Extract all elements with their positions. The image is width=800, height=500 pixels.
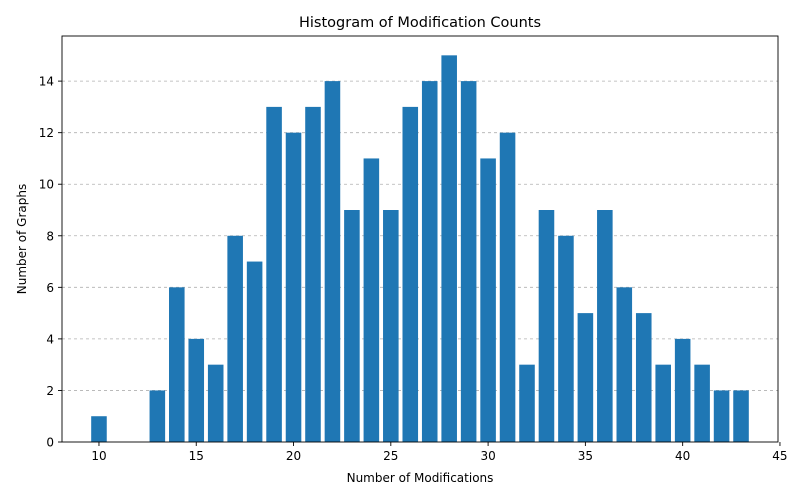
histogram-bar [655,364,671,442]
histogram-bar [499,132,516,442]
histogram-bar [733,390,749,442]
histogram-bar [460,81,477,442]
axes [61,35,779,443]
bars [91,55,749,442]
x-tick-label: 30 [480,449,495,463]
histogram-bar [597,210,613,442]
histogram-bar [402,106,419,442]
histogram-bar [285,132,302,442]
x-axis-label: Number of Modifications [347,471,494,485]
histogram-bar [635,313,652,442]
y-tick-label: 6 [46,281,54,295]
chart-title: Histogram of Modification Counts [299,15,541,31]
y-tick-label: 12 [39,126,54,140]
x-tick-label: 20 [286,449,301,463]
y-tick-label: 8 [46,229,54,243]
histogram-bar [91,416,107,442]
histogram-bar [383,210,399,442]
histogram-bar [169,287,185,442]
histogram-bar [246,261,263,442]
histogram-bar [538,210,555,442]
histogram-bar [421,81,438,442]
histogram-bar [616,287,633,442]
histogram-bar [480,158,496,442]
x-tick-label: 45 [772,449,787,463]
histogram-bar [149,390,166,442]
plot-frame [61,35,779,443]
x-tick-label: 35 [578,449,593,463]
histogram-bar [207,364,224,442]
x-axis-ticks: 10 15 20 25 30 35 40 45 [91,442,788,463]
histogram-bar [519,364,535,442]
y-tick-label: 2 [46,384,54,398]
histogram-bar [577,313,594,442]
y-tick-label: 0 [46,436,54,450]
y-tick-label: 4 [46,332,54,346]
histogram-bar [227,235,243,442]
x-tick-label: 10 [91,449,106,463]
histogram-bar [674,338,691,442]
x-tick-label: 40 [675,449,690,463]
histogram-bar [694,364,710,442]
x-tick-label: 15 [189,449,204,463]
histogram-bar [188,338,205,442]
histogram-bar [363,158,380,442]
x-tick-label: 25 [383,449,398,463]
histogram-bar [305,106,321,442]
y-axis-label: Number of Graphs [15,184,29,294]
histogram-bar [266,106,282,442]
y-tick-label: 14 [39,75,54,89]
y-tick-label: 10 [39,178,54,192]
histogram-bar [558,235,574,442]
y-axis-ticks: 0 2 4 6 8 10 12 14 [39,75,62,450]
histogram-bar [324,81,341,442]
histogram-bar [441,55,457,442]
histogram-bar [344,210,360,442]
histogram-bar [713,390,730,442]
